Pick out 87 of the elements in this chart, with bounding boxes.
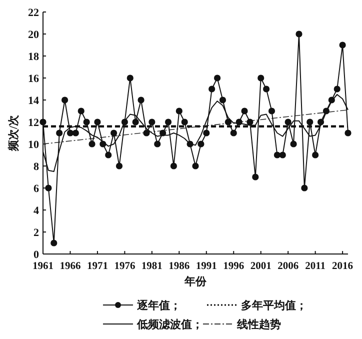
point <box>50 240 58 246</box>
y-tick-label: 22 <box>28 7 40 19</box>
point <box>317 118 324 126</box>
point <box>268 108 276 114</box>
point <box>203 130 210 136</box>
point <box>116 162 123 170</box>
y-tick-label: 14 <box>28 95 40 107</box>
point <box>72 130 79 136</box>
point <box>148 118 156 126</box>
point <box>258 74 264 82</box>
point <box>219 96 226 104</box>
x-tick-label: 1991 <box>196 261 217 272</box>
point <box>78 108 84 114</box>
point <box>170 162 178 170</box>
legend-label: 低频滤波值； <box>136 318 203 331</box>
point <box>66 130 74 136</box>
point <box>121 118 128 126</box>
point <box>192 162 199 170</box>
point <box>301 184 308 192</box>
y-tick-label: 6 <box>34 183 40 195</box>
point <box>198 140 204 148</box>
point <box>56 130 63 136</box>
x-tick-label: 1976 <box>114 261 136 272</box>
point <box>279 152 286 158</box>
point <box>230 130 237 136</box>
y-tick-label: 8 <box>34 161 40 173</box>
point <box>132 118 139 126</box>
point <box>154 140 161 148</box>
y-tick-label: 4 <box>34 205 40 217</box>
point <box>110 130 118 136</box>
point <box>100 140 106 148</box>
x-axis-title: 年份 <box>184 275 208 288</box>
point <box>138 96 144 104</box>
point <box>252 174 259 180</box>
x-tick-label: 1996 <box>223 261 244 272</box>
point <box>263 86 270 92</box>
x-tick-label: 1961 <box>32 261 54 272</box>
point <box>160 130 166 136</box>
point <box>274 152 280 158</box>
x-tick-label: 2011 <box>305 261 326 272</box>
point <box>143 130 150 136</box>
point <box>176 108 182 114</box>
y-tick-label: 18 <box>28 51 40 63</box>
point <box>181 118 188 126</box>
point <box>284 118 292 126</box>
x-tick-label: 2001 <box>250 261 272 272</box>
legend-label: 多年平均值； <box>241 299 307 312</box>
x-tick-label: 1986 <box>168 261 190 272</box>
point <box>40 118 46 126</box>
point <box>186 140 194 148</box>
point <box>328 96 335 104</box>
y-tick-label: 12 <box>28 117 40 129</box>
x-tick-label: 2006 <box>278 261 299 272</box>
point <box>246 118 254 126</box>
point <box>88 140 96 148</box>
y-tick-label: 16 <box>28 73 40 85</box>
y-tick-label: 2 <box>34 227 40 239</box>
point <box>236 118 242 126</box>
point <box>312 152 319 158</box>
legend-label: 逐年值； <box>136 299 181 312</box>
point <box>334 86 340 92</box>
point <box>344 130 352 136</box>
point <box>61 96 68 104</box>
x-tick-label: 2016 <box>332 261 354 272</box>
y-tick-label: 20 <box>28 29 40 41</box>
x-tick-label: 1981 <box>141 261 162 272</box>
point <box>296 30 302 38</box>
point <box>241 108 248 114</box>
point <box>306 118 314 126</box>
point <box>224 118 232 126</box>
point <box>105 152 112 158</box>
legend-label: 线性趋势 <box>236 318 281 331</box>
point <box>208 86 216 92</box>
x-tick-label: 1971 <box>86 261 108 272</box>
point <box>126 74 134 82</box>
point <box>45 184 52 192</box>
point <box>322 108 330 114</box>
point <box>290 140 297 148</box>
point <box>214 74 221 82</box>
y-tick-label: 10 <box>28 139 40 151</box>
x-tick-label: 1966 <box>60 261 81 272</box>
point <box>339 42 346 48</box>
y-axis-title: 频次/次 <box>7 114 20 152</box>
point <box>164 118 172 126</box>
point <box>83 118 90 126</box>
point <box>94 118 101 126</box>
y-tick-label: 0 <box>34 249 40 261</box>
